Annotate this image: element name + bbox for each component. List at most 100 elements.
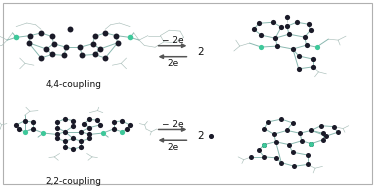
Point [248,155,254,158]
Point [278,161,284,164]
Text: 2e: 2e [167,59,178,68]
Point [70,137,76,140]
Point [111,127,117,130]
Point [290,48,296,51]
Point [90,42,96,45]
Point [81,122,87,125]
Point [271,133,277,136]
Point [124,127,130,130]
Point [27,34,33,37]
Point [86,137,92,140]
Point [70,119,76,122]
Point [119,119,125,122]
Point [94,119,100,122]
Point [286,143,292,146]
Point [92,53,98,56]
Point [97,123,103,126]
Text: 2e: 2e [167,143,178,152]
Point [273,156,279,159]
Point [299,139,305,142]
Point [62,130,68,133]
Point [308,29,314,32]
Point [127,123,133,126]
Text: 2: 2 [197,132,204,141]
Point [78,140,84,143]
Point [320,132,326,135]
Point [290,151,296,154]
Point [320,138,326,141]
Point [30,121,36,124]
Point [119,130,125,133]
Point [21,130,27,133]
Point [258,46,264,49]
Point [78,130,84,133]
Point [310,65,316,68]
Point [296,54,302,57]
Point [115,41,121,44]
Point [102,57,108,60]
Point [273,140,279,143]
Point [258,34,264,37]
Point [70,125,76,128]
Point [261,155,267,158]
Text: 4,4-coupling: 4,4-coupling [45,80,101,89]
Point [97,48,103,51]
Point [302,36,307,39]
Point [67,28,73,31]
Point [44,48,50,51]
Point [274,45,280,48]
Point [54,137,60,140]
Point [272,37,278,40]
Point [296,67,302,70]
Text: − 2e: − 2e [162,36,183,45]
Point [284,25,290,28]
Point [49,53,55,56]
Point [284,129,290,132]
Point [86,133,92,136]
Point [54,133,60,136]
Point [111,121,117,124]
Point [113,34,119,37]
Point [208,135,214,138]
Point [323,135,329,138]
Point [70,148,76,151]
Point [127,36,133,39]
Point [314,46,320,49]
Point [54,121,60,124]
Point [102,31,108,34]
Point [278,26,284,29]
Point [304,44,310,47]
Point [265,120,271,123]
Point [13,36,19,39]
Point [308,142,314,145]
Point [297,132,303,135]
Point [38,57,44,60]
Point [49,35,55,38]
Text: 2,2-coupling: 2,2-coupling [45,177,101,186]
Point [86,126,92,129]
Point [92,35,98,38]
Point [261,143,267,146]
Point [40,132,46,135]
Point [308,142,314,145]
Point [318,124,324,127]
Point [61,54,67,57]
Point [308,129,314,132]
Point [256,149,262,152]
Point [63,46,69,49]
Point [261,127,267,130]
Point [306,23,312,26]
Point [30,127,36,130]
Point [77,46,83,49]
Point [286,33,292,36]
Point [62,140,68,143]
Point [16,127,22,130]
Point [304,153,310,156]
Point [86,118,92,121]
Point [256,22,262,25]
Point [291,165,297,168]
Point [270,21,276,24]
Point [334,131,340,134]
Point [290,121,296,124]
Point [13,123,20,126]
